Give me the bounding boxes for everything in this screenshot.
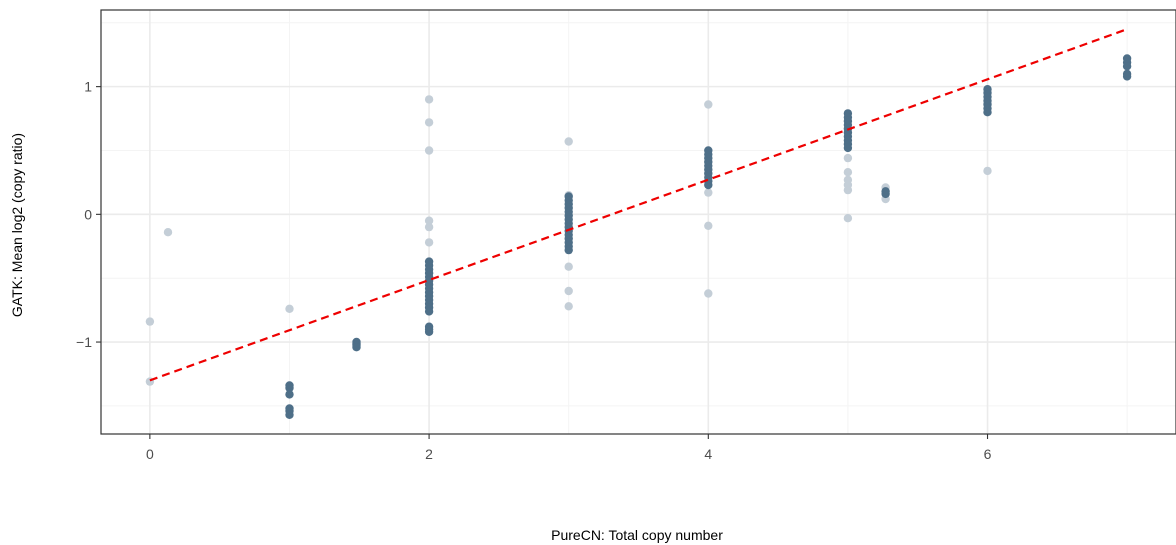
data-point [704,289,713,298]
x-axis-ticks: 0 2 4 6 [146,434,992,462]
data-point [285,383,294,393]
data-points [145,54,1132,419]
data-point [424,118,434,127]
data-point [843,153,853,163]
data-point [843,143,853,153]
data-point [424,307,434,316]
data-point [564,286,573,296]
data-point [424,146,434,155]
data-point [424,238,434,247]
y-axis-ticks: −1 0 1 [76,79,101,350]
data-point [564,137,573,146]
data-point [704,221,713,230]
y-tick-label: −1 [76,334,92,350]
x-axis-title: PureCN: Total copy number [551,527,723,543]
data-point [145,317,155,326]
data-point [843,185,853,195]
x-tick-label: 6 [984,446,992,462]
grid-lines [101,10,1176,434]
data-point [285,304,294,313]
data-point [704,180,713,190]
data-point [424,95,434,104]
data-point [983,166,992,176]
data-point [285,410,294,419]
data-point [424,216,434,225]
y-axis-title: GATK: Mean log2 (copy ratio) [9,133,25,317]
y-tick-label: 0 [84,206,92,222]
data-point [352,343,361,352]
data-point [843,214,853,223]
data-point [983,108,992,117]
data-point [163,228,173,237]
fit-line-group [149,28,1128,382]
fit-line [149,28,1128,382]
data-point [704,100,713,109]
data-point [1122,61,1132,71]
data-point [843,168,853,177]
x-tick-label: 0 [146,446,154,462]
y-tick-label: 1 [84,79,92,95]
x-tick-label: 2 [425,446,433,462]
data-point [424,327,434,336]
data-point [285,390,294,399]
data-point [564,245,573,255]
plot-frame [100,9,1176,435]
x-tick-label: 4 [704,446,712,462]
data-point [881,187,890,196]
data-point [564,302,573,311]
data-point [564,262,573,271]
data-point [1122,72,1132,81]
data-point [424,222,434,232]
data-point [704,188,713,197]
